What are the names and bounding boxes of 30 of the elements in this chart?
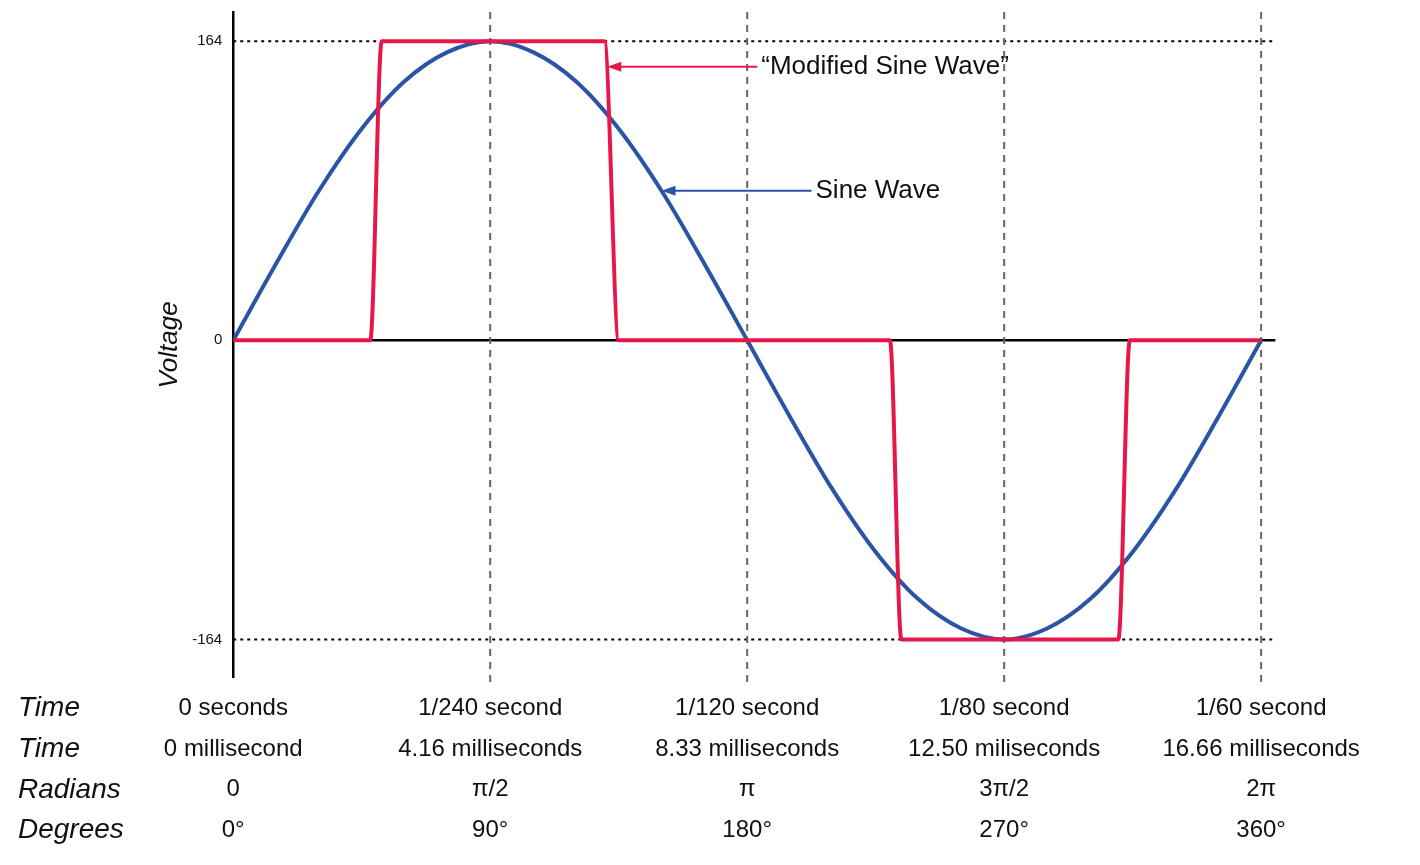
text: Degrees — [18, 813, 124, 845]
y-tick-label: 0 — [213, 330, 223, 348]
y-axis-title: Voltage — [152, 301, 183, 389]
x-tick-label: 0° — [221, 815, 245, 843]
text: 0 seconds — [178, 692, 288, 720]
text: 3π/2 — [979, 774, 1030, 802]
text: Time — [18, 731, 80, 763]
annotation: “Modified Sine Wave” — [761, 49, 1009, 80]
x-tick-label: 270° — [979, 815, 1029, 843]
text: 0 millisecond — [163, 733, 303, 761]
text: Time — [18, 691, 80, 722]
text: π — [738, 774, 756, 802]
x-tick-label: 90° — [472, 815, 509, 843]
y-tick-label: 164 — [197, 31, 223, 49]
x-tick-label: 180° — [722, 815, 772, 843]
text: 1/240 second — [418, 692, 563, 720]
x-tick-label: 360° — [1236, 815, 1286, 843]
text: 0 — [226, 774, 240, 802]
text: 12.50 miliseconds — [908, 733, 1101, 761]
text: 2π — [1246, 774, 1277, 802]
annotation: Sine Wave — [815, 173, 941, 204]
text: 8.33 milliseconds — [655, 733, 840, 761]
text: 1/80 second — [938, 692, 1070, 720]
text: 1/60 second — [1195, 692, 1327, 720]
text: Radians — [18, 772, 121, 804]
text: π/2 — [471, 774, 509, 802]
y-tick-label: -164 — [192, 629, 223, 647]
text: 16.66 milliseconds — [1162, 733, 1360, 761]
text: 4.16 milliseconds — [398, 733, 583, 761]
text: 1/120 second — [675, 692, 820, 720]
